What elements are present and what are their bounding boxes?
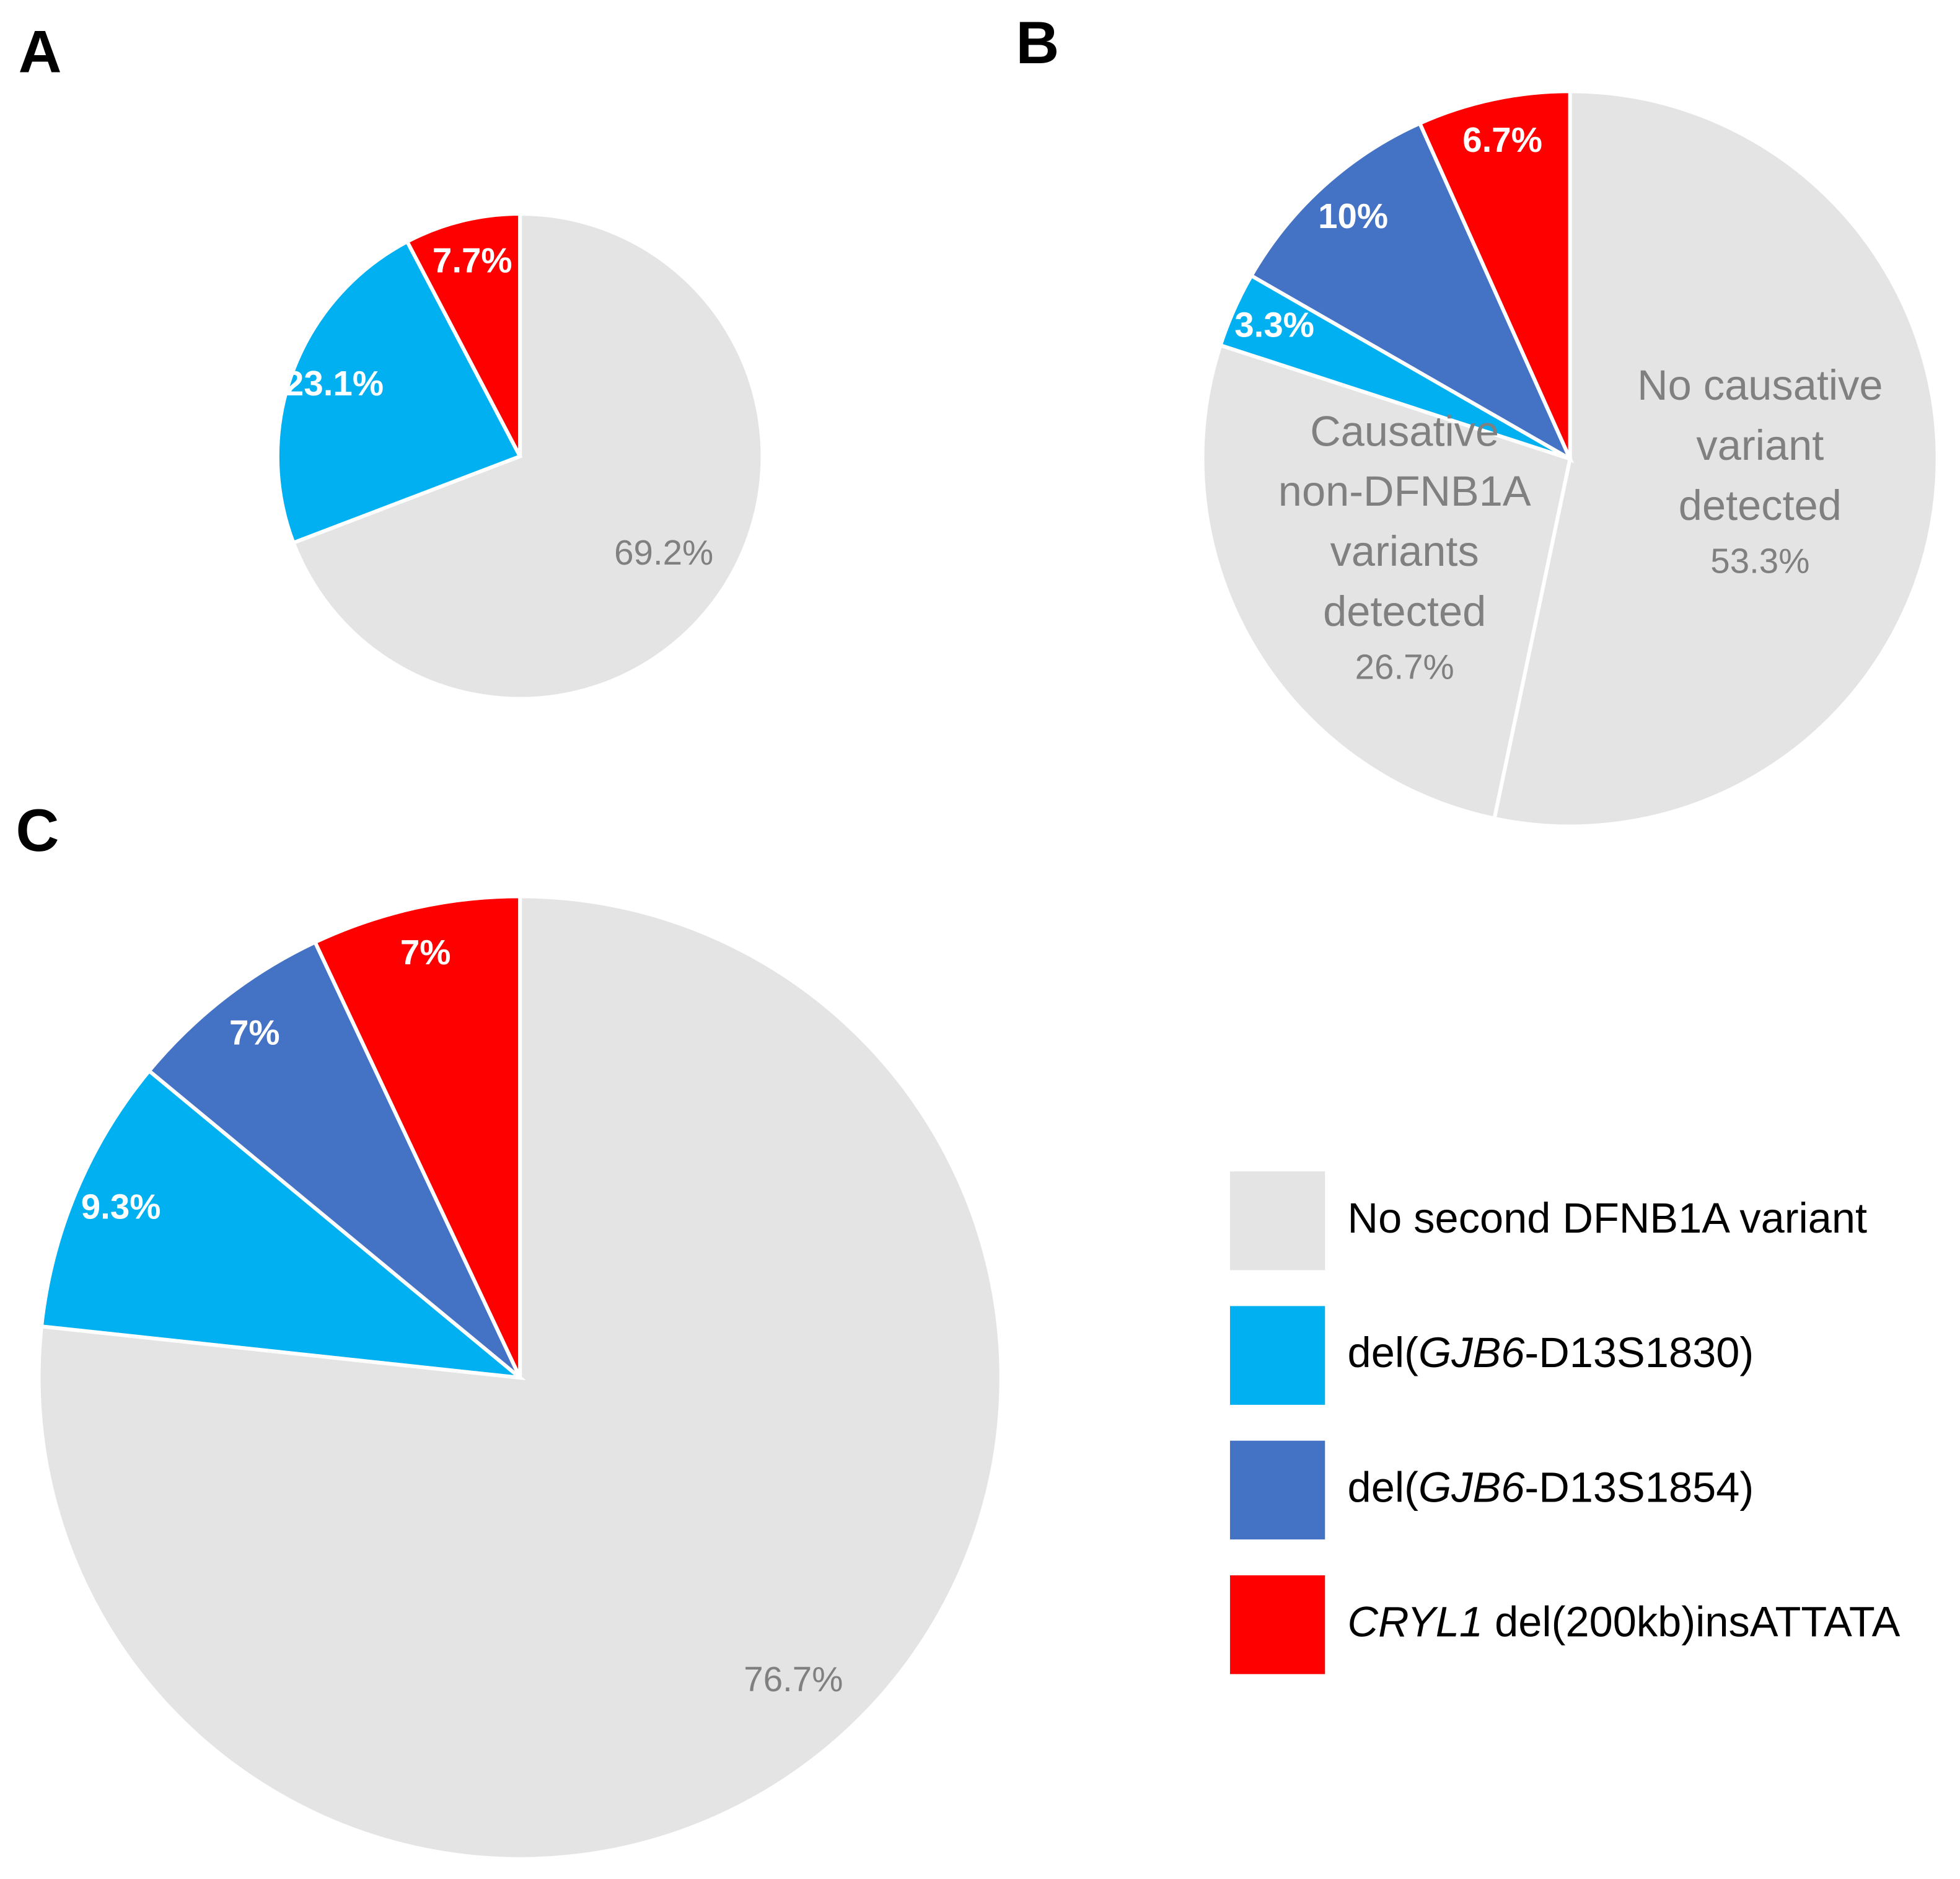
value-label: 69.2% [614, 533, 713, 572]
legend-text: -D13S1854) [1524, 1464, 1754, 1512]
slice-label: non-DFNB1A [1278, 467, 1531, 515]
value-label: 26.7% [1355, 647, 1454, 686]
legend-swatch [1229, 1171, 1325, 1270]
value-label: 7% [229, 1013, 280, 1052]
pie-slice [312, 894, 522, 1379]
legend-label: del(GJB6-D13S1854) [1348, 1464, 1754, 1512]
pie-slice [146, 940, 522, 1380]
value-label: 3.3% [1234, 305, 1314, 344]
pie-slice [291, 211, 765, 701]
panel-label: C [16, 796, 59, 864]
legend-swatch [1229, 1306, 1325, 1405]
pie-slice [275, 239, 523, 545]
value-label: 76.7% [744, 1660, 843, 1699]
slice-label: detected [1679, 482, 1842, 529]
legend-text: -D13S1830) [1524, 1329, 1754, 1376]
legend-swatch [1229, 1440, 1325, 1540]
legend-label: No second DFNB1A variant [1348, 1194, 1868, 1242]
legend-swatch [1229, 1575, 1325, 1674]
slice-label: variant [1696, 421, 1824, 469]
value-label: 7.7% [433, 241, 512, 280]
legend-text: CRYL1 [1348, 1598, 1483, 1646]
value-label: 10% [1318, 196, 1388, 235]
panel-label: A [19, 17, 62, 85]
pie-slice [1249, 121, 1575, 464]
slice-label: Causative [1310, 407, 1499, 455]
value-label: 9.3% [81, 1187, 161, 1226]
panel-label: B [1016, 9, 1059, 76]
legend-text: GJB6 [1418, 1329, 1525, 1376]
pie-slice [1200, 343, 1573, 821]
pie-slice [1417, 89, 1572, 460]
legend-label: CRYL1 del(200kb)insATTATA [1348, 1598, 1901, 1646]
value-label: 53.3% [1710, 541, 1809, 580]
slice-label: variants [1330, 527, 1479, 575]
legend-text: GJB6 [1418, 1464, 1525, 1512]
legend-text: del(200kb)insATTATA [1483, 1598, 1901, 1646]
pie-slice [1492, 89, 1940, 829]
value-label: 6.7% [1462, 120, 1542, 159]
legend-text: del( [1348, 1464, 1419, 1512]
slice-label: detected [1323, 587, 1486, 635]
value-label: 23.1% [284, 364, 384, 403]
legend-text: No second DFNB1A variant [1348, 1194, 1868, 1242]
value-label: 7% [400, 933, 451, 972]
pie-slice [405, 211, 522, 457]
legend-text: del( [1348, 1329, 1419, 1376]
pie-slice [39, 1068, 526, 1381]
legend-label: del(GJB6-D13S1830) [1348, 1329, 1754, 1376]
slice-label: No causative [1637, 361, 1883, 409]
